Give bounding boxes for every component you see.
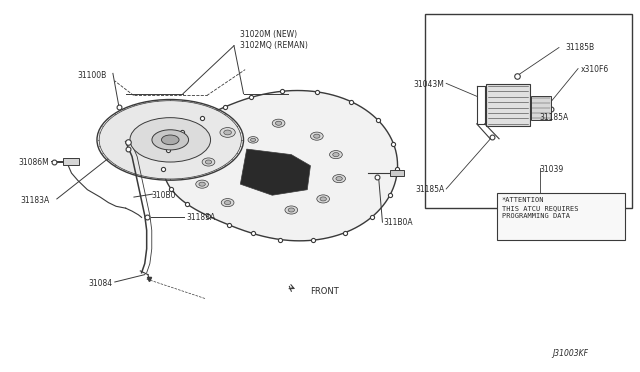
Polygon shape [163,90,397,241]
Ellipse shape [202,158,215,166]
Ellipse shape [310,132,323,140]
Ellipse shape [272,119,285,127]
Ellipse shape [336,177,342,181]
Ellipse shape [248,137,258,143]
Ellipse shape [333,153,339,157]
Bar [425,14,632,208]
Ellipse shape [199,182,205,186]
Ellipse shape [225,201,231,205]
Ellipse shape [275,121,282,125]
Text: 31100B: 31100B [77,71,106,80]
Bar [390,170,404,176]
Ellipse shape [220,128,236,137]
Ellipse shape [314,134,320,138]
Text: 31043M: 31043M [413,80,444,89]
Text: 31084: 31084 [89,279,113,288]
Ellipse shape [152,130,189,150]
Ellipse shape [99,101,241,179]
Ellipse shape [250,138,255,141]
Text: 31185A: 31185A [540,113,569,122]
Text: 31185B: 31185B [565,43,595,52]
Text: 31039: 31039 [540,165,564,174]
Text: x310F6: x310F6 [581,65,609,74]
Text: 31183A: 31183A [20,196,49,205]
Text: J31003KF: J31003KF [552,349,589,358]
Text: 3102MQ (REMAN): 3102MQ (REMAN) [241,41,308,50]
Bar [486,84,531,126]
Text: 31020M (NEW): 31020M (NEW) [241,30,298,39]
Text: 31086M: 31086M [19,157,49,167]
Text: 310B0: 310B0 [151,191,175,200]
Bar [531,96,551,120]
Ellipse shape [196,180,209,188]
Text: 31183A: 31183A [186,213,216,222]
Ellipse shape [221,199,234,207]
Ellipse shape [224,130,232,135]
Ellipse shape [288,208,294,212]
Polygon shape [241,149,310,195]
Text: FRONT: FRONT [310,287,339,296]
Ellipse shape [130,118,211,162]
Ellipse shape [333,174,346,183]
Text: *ATTENTION
THIS ATCU REQUIRES
PROGRAMMING DATA: *ATTENTION THIS ATCU REQUIRES PROGRAMMIN… [502,197,578,219]
Text: 311B0A: 311B0A [384,218,413,227]
Bar [497,193,625,240]
Bar [63,158,79,165]
Ellipse shape [320,197,326,201]
Ellipse shape [205,160,212,164]
Ellipse shape [285,206,298,214]
Text: 31185A: 31185A [415,185,444,194]
Ellipse shape [161,135,179,145]
Ellipse shape [330,151,342,159]
Ellipse shape [317,195,330,203]
Ellipse shape [97,99,244,180]
